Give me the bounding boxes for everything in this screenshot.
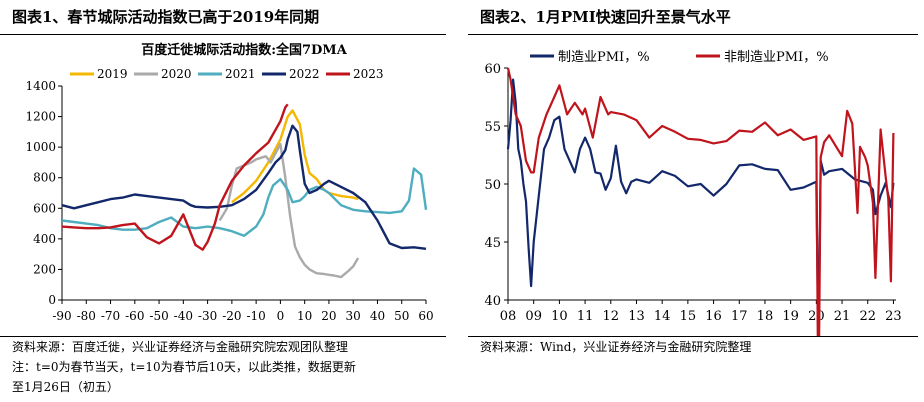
y-tick-label: 1400 [25, 79, 56, 93]
y-tick-label: 1200 [25, 110, 56, 124]
y-tick-label: 60 [484, 62, 501, 77]
x-tick-label: -30 [198, 309, 217, 323]
series-line-2019 [231, 109, 359, 204]
x-tick-label: 10 [297, 309, 312, 323]
x-tick-label: 19 [782, 309, 799, 324]
right-panel: 图表2、1月PMI快速回升至景气水平 制造业PMI，% 非制造业PMI，% 40 45… [468, 0, 924, 402]
x-tick-label: 10 [551, 309, 568, 324]
y-tick-label: 0 [48, 293, 56, 307]
x-tick-label: 09 [525, 309, 542, 324]
y-tick-label: 50 [484, 178, 501, 193]
x-tick-label: 30 [346, 309, 361, 323]
x-tick-label: 12 [603, 309, 620, 324]
legend-label-2019: 2019 [97, 67, 128, 81]
y-tick-label: 200 [33, 262, 56, 276]
left-note-line2: 至1月26日（初五） [12, 380, 119, 394]
left-source-text: 资料来源：百度迁徙，兴业证券经济与金融研究院宏观团队整理 [12, 340, 349, 354]
x-tick-label: 18 [757, 309, 774, 324]
x-tick-label: -10 [246, 309, 265, 323]
right-title-divider [468, 34, 918, 35]
x-tick-label: 0 [277, 309, 285, 323]
left-panel-title: 图表1、春节城际活动指数已高于2019年同期 [12, 8, 320, 26]
x-tick-label: 50 [394, 309, 409, 323]
legend-label-1: 非制造业PMI，% [724, 50, 829, 65]
x-tick-label: 22 [859, 309, 876, 324]
x-tick-label: 11 [577, 309, 594, 324]
left-panel: 图表1、春节城际活动指数已高于2019年同期 百度迁徙城际活动指数:全国7DMA… [0, 0, 452, 402]
legend-label-2020: 2020 [161, 67, 192, 81]
legend-label-2022: 2022 [289, 67, 320, 81]
series-line-2022 [61, 124, 427, 250]
chart-title: 百度迁徙城际活动指数:全国7DMA [141, 42, 348, 58]
right-source-divider [468, 336, 918, 337]
x-tick-label: 17 [731, 309, 748, 324]
x-tick-label: 60 [418, 309, 433, 323]
x-tick-label: 15 [680, 309, 697, 324]
right-source-text: 资料来源：Wind，兴业证券经济与金融研究院整理 [480, 340, 752, 354]
left-title-divider [0, 34, 446, 35]
y-tick-label: 45 [484, 236, 501, 251]
x-tick-label: 16 [705, 309, 722, 324]
x-tick-label: 23 [885, 309, 902, 324]
x-tick-label: 20 [808, 309, 825, 324]
x-tick-label: -50 [149, 309, 168, 323]
city-activity-chart: 百度迁徙城际活动指数:全国7DMA 2019 2020 2021 2022 2023 0 20… [25, 42, 433, 323]
x-tick-label: 21 [834, 309, 851, 324]
series-line-2020 [218, 142, 360, 279]
left-source-divider [0, 336, 446, 337]
y-tick-label: 40 [484, 294, 501, 309]
x-tick-label: 13 [628, 309, 645, 324]
x-tick-label: 20 [321, 309, 336, 323]
x-tick-label: -60 [125, 309, 144, 323]
x-tick-label: -20 [222, 309, 241, 323]
legend-label-2023: 2023 [353, 67, 384, 81]
left-note-line1: 注：t=0为春节当天，t=10为春节后10天，以此类推，数据更新 [12, 360, 356, 374]
series-line-2023 [61, 103, 289, 251]
right-panel-title: 图表2、1月PMI快速回升至景气水平 [480, 8, 731, 26]
x-tick-label: -90 [52, 309, 71, 323]
pmi-chart: 制造业PMI，% 非制造业PMI，% 40 45 50 55 60 08 09 10 11 12 13 1… [484, 50, 902, 336]
x-tick-label: 14 [654, 309, 671, 324]
legend-label-0: 制造业PMI，% [558, 50, 650, 65]
x-tick-label: -40 [174, 309, 193, 323]
x-tick-label: -80 [77, 309, 96, 323]
y-tick-label: 800 [33, 171, 56, 185]
x-tick-label: -70 [101, 309, 120, 323]
x-tick-label: 08 [500, 309, 517, 324]
legend-label-2021: 2021 [225, 67, 256, 81]
y-tick-label: 55 [484, 120, 501, 135]
x-tick-label: 40 [370, 309, 385, 323]
y-tick-label: 400 [33, 232, 56, 246]
series-line-0 [506, 78, 895, 336]
series-line-1 [506, 67, 895, 336]
y-tick-label: 600 [33, 201, 56, 215]
y-tick-label: 1000 [25, 140, 56, 154]
